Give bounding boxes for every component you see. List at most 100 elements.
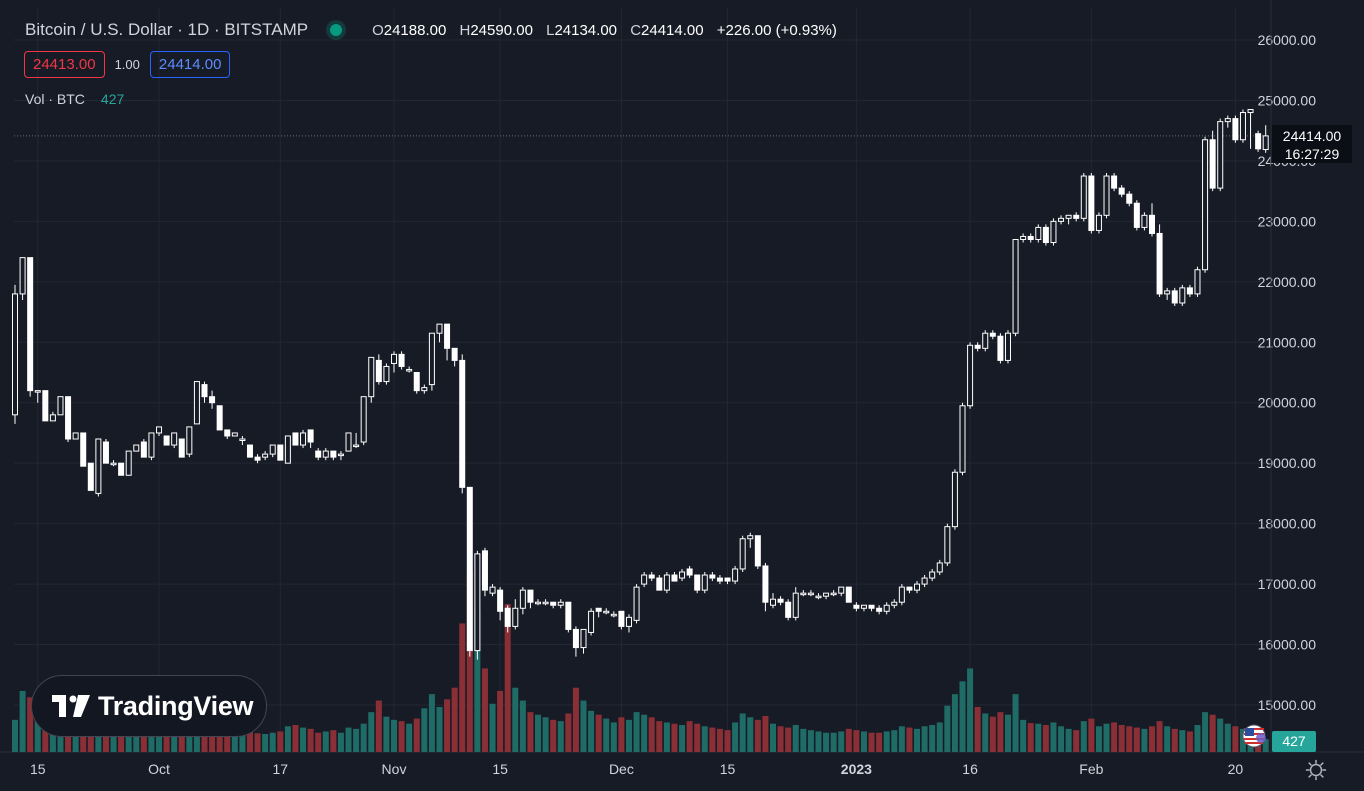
y-tick-label: 15000.00 xyxy=(1258,697,1317,713)
y-tick-label: 22000.00 xyxy=(1258,274,1317,290)
volume-bar xyxy=(618,717,625,752)
candle-body xyxy=(436,323,443,334)
volume-bar xyxy=(989,716,996,752)
candle-body xyxy=(1217,121,1224,189)
candle-body xyxy=(284,435,291,464)
candle-body xyxy=(110,462,117,466)
candle-body xyxy=(171,432,178,446)
candle-body xyxy=(527,589,534,603)
candle-body xyxy=(1058,217,1065,222)
candle-body xyxy=(413,372,420,392)
y-tick-label: 21000.00 xyxy=(1258,334,1317,350)
volume-bar xyxy=(550,719,557,752)
candle-body xyxy=(34,390,41,393)
volume-bar xyxy=(1224,723,1231,752)
candle-body xyxy=(951,471,958,528)
candle-body xyxy=(656,577,663,591)
candle-body xyxy=(95,438,102,494)
volume-bar xyxy=(519,700,526,752)
volume-bar xyxy=(27,697,34,752)
candle-body xyxy=(648,574,655,579)
volume-bar xyxy=(383,716,390,752)
candle-body xyxy=(246,444,253,458)
volume-bar xyxy=(444,699,451,752)
candle-body xyxy=(785,601,792,618)
volume-bar xyxy=(633,712,640,752)
symbol-title[interactable]: Bitcoin / U.S. Dollar · 1D · BITSTAMP xyxy=(25,20,309,39)
volume-bar xyxy=(974,707,981,752)
volume-bar xyxy=(353,728,360,752)
volume-bar xyxy=(686,721,693,752)
ohlc-low-value: 24134.00 xyxy=(554,21,618,39)
volume-bar xyxy=(982,713,989,752)
candle-body xyxy=(125,450,132,476)
candle-body xyxy=(201,384,208,398)
candle-body xyxy=(967,344,974,407)
volume-bar xyxy=(770,723,776,752)
volume-bar xyxy=(557,721,564,752)
y-tick-label: 17000.00 xyxy=(1258,576,1317,592)
volume-legend[interactable]: Vol · BTC 427 xyxy=(25,91,124,107)
candle-body xyxy=(603,610,610,614)
volume-bar xyxy=(1012,694,1019,752)
volume-bar xyxy=(762,716,769,752)
x-tick-label: 16 xyxy=(962,761,978,777)
volume-bar xyxy=(163,728,170,752)
sell-price-button[interactable]: 24413.00 xyxy=(24,51,105,78)
volume-bar xyxy=(436,707,443,752)
candle-body xyxy=(12,293,18,416)
candle-body xyxy=(254,456,261,461)
volume-bar xyxy=(845,728,852,752)
tradingview-logo-icon xyxy=(52,695,90,717)
candle-body xyxy=(800,592,807,596)
volume-bar xyxy=(224,732,231,752)
candle-body xyxy=(777,598,784,603)
candle-body xyxy=(57,396,64,416)
volume-bar xyxy=(603,718,610,752)
candle-body xyxy=(823,592,830,597)
tradingview-logo[interactable]: TradingView xyxy=(31,675,267,737)
ohlc-low-label: L xyxy=(546,21,555,39)
candle-body xyxy=(421,387,428,392)
candle-body xyxy=(1088,175,1095,231)
x-tick-label: Oct xyxy=(148,761,170,777)
volume-bar xyxy=(1004,714,1011,752)
volume-bar xyxy=(694,723,701,752)
candle-body xyxy=(315,450,322,458)
buy-price-button[interactable]: 24414.00 xyxy=(149,51,231,78)
candle-body xyxy=(49,414,56,422)
candle-body xyxy=(360,396,367,443)
us-flag-icon[interactable] xyxy=(1242,724,1270,748)
volume-bar xyxy=(1050,722,1057,752)
volume-bar xyxy=(595,714,602,752)
candle-body xyxy=(565,601,572,630)
candle-body xyxy=(588,610,595,633)
volume-bar xyxy=(156,725,163,752)
volume-bar xyxy=(391,719,397,752)
candle-body xyxy=(322,450,329,458)
y-tick-label: 19000.00 xyxy=(1258,455,1317,471)
volume-bar xyxy=(785,727,792,752)
gear-icon[interactable] xyxy=(1305,759,1327,781)
candle-body xyxy=(898,586,905,603)
ohlc-change: +226.00 (+0.93%) xyxy=(716,21,837,39)
ohlc-open-value: 24188.00 xyxy=(383,21,447,39)
volume-bar xyxy=(663,722,670,752)
candle-body xyxy=(1186,287,1193,295)
candle-body xyxy=(860,604,867,609)
trade-panel: 24413.00 1.00 24414.00 xyxy=(24,51,231,78)
candle-body xyxy=(307,429,314,443)
volume-bar xyxy=(1156,721,1163,752)
candle-body xyxy=(42,390,49,422)
candle-body xyxy=(375,359,382,383)
candle-body xyxy=(209,396,216,404)
volume-bar xyxy=(777,726,784,752)
volume-bar xyxy=(830,732,837,752)
volume-bar xyxy=(451,687,458,752)
volume-bar xyxy=(1194,725,1201,752)
volume-bar xyxy=(679,725,686,752)
volume-bar xyxy=(1179,730,1186,752)
volume-bar xyxy=(997,712,1004,752)
